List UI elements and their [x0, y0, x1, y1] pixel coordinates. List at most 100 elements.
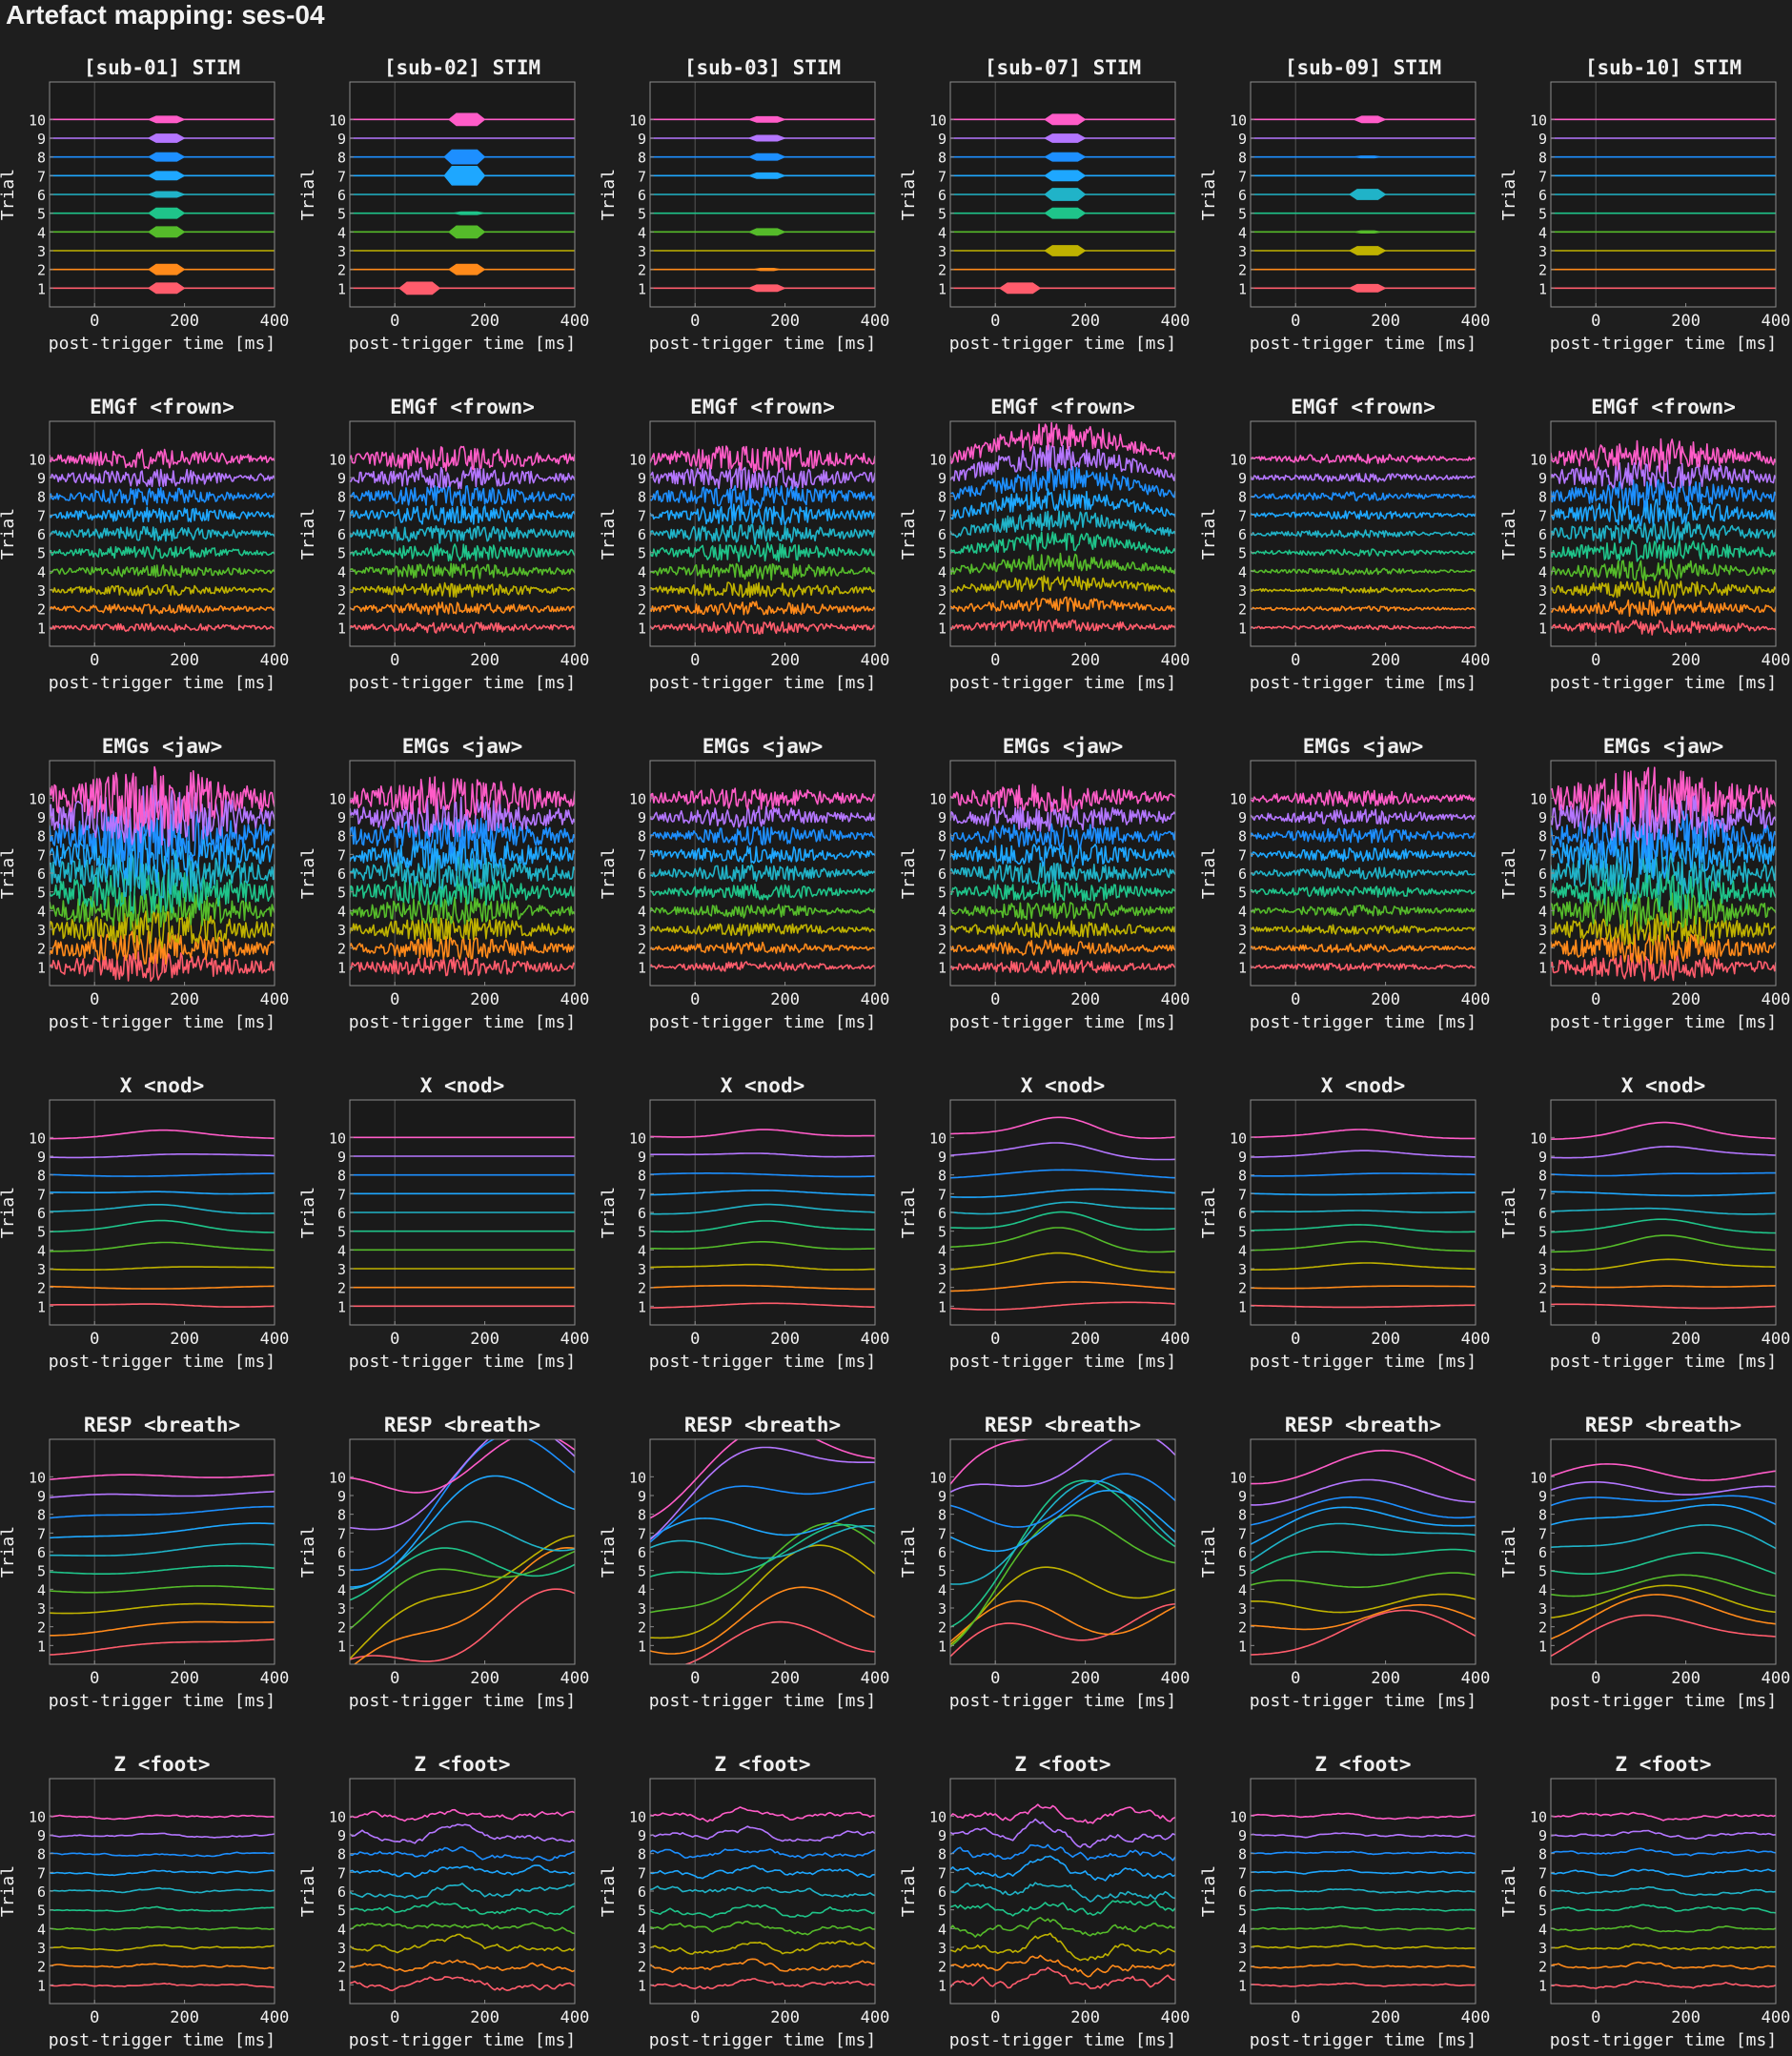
y-tick-label: 10: [29, 1469, 46, 1486]
stim-pulse-trial-2: [147, 263, 186, 275]
traces: [350, 776, 575, 977]
traces: [650, 1439, 875, 1664]
trial-3-trace: [50, 908, 275, 949]
trial-1-trace: [950, 959, 1175, 975]
panel-title: EMGs <jaw>: [1003, 735, 1123, 758]
x-tick-label: 0: [1291, 990, 1300, 1009]
traces: [1251, 1129, 1476, 1309]
y-tick-label: 1: [938, 280, 947, 297]
x-axis-label: post-trigger time [ms]: [1550, 1691, 1777, 1711]
trial-2-trace: [650, 1958, 875, 1973]
trial-7-trace: [650, 502, 875, 526]
panel-title: EMGf <frown>: [690, 396, 835, 418]
y-tick-label: 10: [629, 112, 646, 129]
panel-title: [sub-10] STIM: [1585, 56, 1741, 79]
trial-2-trace: [1251, 1603, 1476, 1631]
x-tick-label: 400: [1761, 1669, 1791, 1688]
trial-4-trace: [1251, 1924, 1476, 1931]
y-tick-label: 10: [1230, 1469, 1247, 1486]
stim-pulse-trial-8: [147, 152, 186, 162]
y-tick-label: 9: [1238, 809, 1247, 826]
trial-8-trace: [950, 1169, 1175, 1179]
y-axis-label: Trial: [1199, 1865, 1219, 1917]
trial-5-trace: [650, 1220, 875, 1233]
x-tick-label: 0: [990, 1669, 1000, 1688]
y-tick-label: 6: [1238, 1883, 1247, 1901]
y-tick-label: 4: [37, 1581, 46, 1598]
trial-8-trace: [1251, 1850, 1476, 1856]
trial-2-trace: [1251, 943, 1476, 953]
y-tick-label: 9: [938, 470, 947, 487]
y-tick-label: 8: [638, 1846, 646, 1863]
y-tick-label: 4: [638, 1242, 646, 1259]
trial-9-trace: [50, 784, 275, 847]
stim-pulse-trial-7: [1044, 170, 1087, 182]
x-tick-label: 200: [1070, 990, 1100, 1009]
y-tick-label: 9: [337, 1488, 346, 1505]
y-tick-label: 2: [1538, 1619, 1547, 1637]
y-tick-label: 3: [1538, 1600, 1547, 1618]
y-tick-label: 5: [1238, 1903, 1247, 1920]
y-tick-label: 8: [938, 828, 947, 845]
x-axis-label: post-trigger time [ms]: [49, 1691, 275, 1711]
panel-nod-sub-07: X <nod> 12 3 45 6 78 9 10 0 200 400 post-trigger ti…: [899, 1074, 1190, 1372]
trial-9-trace: [1251, 472, 1476, 483]
y-tick-label: 5: [938, 1903, 947, 1920]
stim-pulse-trial-4: [747, 228, 786, 236]
y-tick-label: 10: [329, 112, 346, 129]
traces: [950, 1439, 1175, 1658]
trial-5-trace: [50, 545, 275, 560]
y-tick-label: 6: [638, 1883, 646, 1901]
panel-title: X <nod>: [1021, 1074, 1106, 1097]
trial-5-trace: [1251, 1224, 1476, 1233]
y-tick-label: 3: [1538, 922, 1547, 939]
y-axis-label: Trial: [0, 169, 18, 220]
trial-4-trace: [650, 1522, 875, 1614]
y-tick-label: 7: [37, 1525, 46, 1542]
trial-8-trace: [1551, 1847, 1776, 1857]
y-tick-label: 3: [1538, 243, 1547, 260]
y-tick-label: 5: [1538, 206, 1547, 223]
y-tick-label: 8: [1238, 1168, 1247, 1185]
trial-4-trace: [1551, 1574, 1776, 1598]
y-tick-label: 7: [1238, 168, 1247, 185]
trial-2-trace: [950, 1599, 1175, 1642]
trial-4-trace: [950, 1917, 1175, 1938]
x-tick-label: 400: [1161, 990, 1191, 1009]
trial-8-trace: [650, 825, 875, 846]
stim-pulse-trial-7: [443, 166, 486, 186]
y-axis-label: Trial: [1499, 508, 1519, 560]
y-tick-label: 10: [629, 451, 646, 468]
x-tick-label: 0: [1291, 651, 1300, 670]
y-tick-label: 3: [1238, 1261, 1247, 1278]
trial-2-trace: [1251, 605, 1476, 613]
x-axis-label: post-trigger time [ms]: [349, 1352, 576, 1372]
y-tick-label: 2: [1238, 1619, 1247, 1637]
y-tick-label: 10: [329, 1808, 346, 1825]
panel-breath-sub-10: RESP <breath> 123 45 6 78 9 10 0 200 400 post-trig…: [1499, 1414, 1790, 1711]
y-tick-label: 7: [337, 507, 346, 524]
y-tick-label: 7: [1538, 1525, 1547, 1542]
x-tick-label: 400: [861, 651, 890, 670]
trial-6-trace: [950, 510, 1175, 539]
x-axis-label: post-trigger time [ms]: [1250, 673, 1476, 693]
y-tick-label: 10: [29, 1808, 46, 1825]
x-axis-label: post-trigger time [ms]: [1250, 1352, 1476, 1372]
panel-title: RESP <breath>: [985, 1414, 1141, 1436]
trial-10-trace: [1251, 789, 1476, 807]
trial-5-trace: [950, 880, 1175, 904]
axes-area: [1551, 1779, 1776, 2004]
panel-stim-sub-09: [sub-09] STIM 12 3 45 6 78 9 10 0 200 400 post-trig…: [1199, 56, 1490, 354]
axes-area: [1251, 1439, 1476, 1664]
trial-1-trace: [1551, 952, 1776, 982]
x-axis-label: post-trigger time [ms]: [949, 2030, 1176, 2050]
traces: [1251, 789, 1476, 971]
y-tick-label: 2: [1238, 262, 1247, 279]
x-tick-label: 400: [1461, 2008, 1491, 2027]
x-tick-label: 0: [990, 990, 1000, 1009]
panel-title: EMGf <frown>: [1291, 396, 1436, 418]
y-tick-label: 9: [37, 470, 46, 487]
y-tick-label: 9: [1538, 470, 1547, 487]
x-tick-label: 0: [690, 651, 700, 670]
y-tick-label: 7: [337, 1864, 346, 1882]
